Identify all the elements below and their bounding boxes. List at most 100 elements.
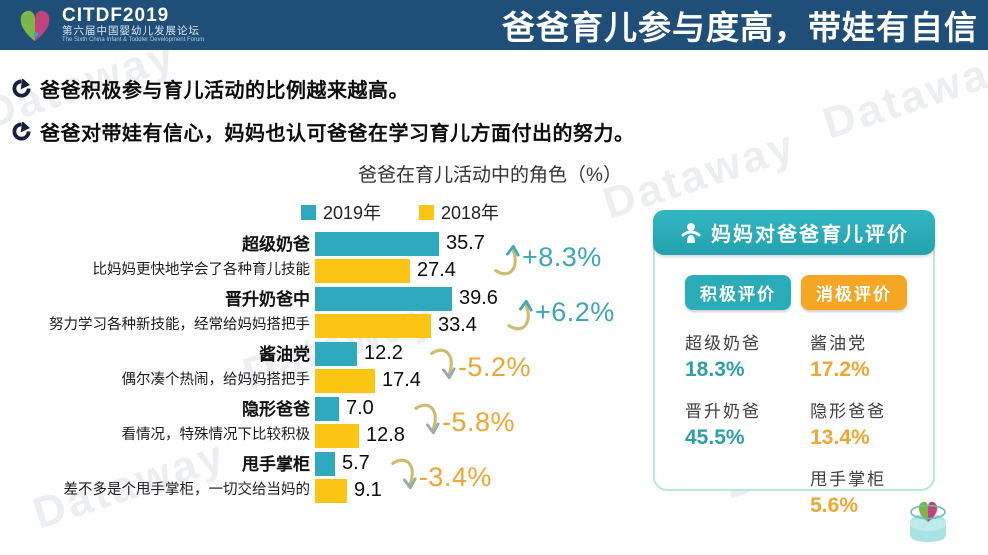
trend-arrow-icon — [494, 244, 520, 276]
eval-item-value: 5.6% — [810, 494, 858, 517]
category-note: 差不多是个甩手掌柜，一切交给当妈的 — [63, 481, 311, 498]
forum-logo: CITDF2019 第六届中国婴幼儿发展论坛 The Sixth China I… — [0, 6, 204, 44]
bar-value-2019: 39.6 — [459, 287, 498, 309]
row-bars: 5.7 9.1 — [315, 451, 382, 503]
evaluation-badges: 积极评价 消极评价 — [655, 255, 933, 310]
heart-logo-icon — [20, 10, 50, 42]
category-label: 隐形爸爸 — [242, 399, 310, 419]
chart-row: 酱油党偶尔凑个热闹，给妈妈搭把手 12.2 17.4 -5.2% — [8, 341, 653, 393]
chart-title: 爸爸在育儿活动中的角色（%） — [358, 165, 622, 186]
bar-2019 — [315, 396, 339, 421]
change-value: +6.2% — [534, 296, 615, 327]
bar-2018 — [315, 313, 431, 338]
row-labels: 甩手掌柜差不多是个甩手掌柜，一切交给当妈的 — [8, 452, 315, 503]
logo-subtitle-cn: 第六届中国婴幼儿发展论坛 — [62, 25, 200, 38]
row-bars: 12.2 17.4 — [315, 341, 421, 393]
trend-arrow-icon — [430, 348, 456, 380]
bar-value-2019: 35.7 — [446, 232, 485, 254]
bar-value-2018: 27.4 — [417, 259, 456, 281]
bullet-text: 爸爸积极参与育儿活动的比例越来越高。 — [40, 80, 409, 102]
watermark: Dataway — [817, 40, 988, 149]
bar-2018 — [315, 478, 347, 503]
change-value: -3.4% — [418, 461, 492, 492]
eval-item: 隐形爸爸 13.4% — [810, 400, 923, 451]
row-change: +8.3% — [489, 234, 602, 280]
eval-item-value: 18.3% — [685, 358, 745, 381]
legend-item: 2018年 — [419, 199, 499, 225]
chart-legend: 2019年 2018年 — [150, 199, 650, 225]
legend-swatch — [419, 204, 434, 220]
bar-2018 — [315, 258, 410, 283]
row-change: +6.2% — [502, 289, 615, 335]
logo-texts: CITDF2019 第六届中国婴幼儿发展论坛 The Sixth China I… — [62, 6, 204, 43]
baby-icon — [681, 222, 701, 243]
chart-rows: 超级奶爸比妈妈更快地学会了各种育儿技能 35.7 27.4 +8.3% 晋升奶爸中努力学… — [8, 231, 653, 506]
bar-value-2018: 9.1 — [354, 479, 382, 501]
legend-swatch — [300, 204, 316, 220]
row-labels: 酱油党偶尔凑个热闹，给妈妈搭把手 — [8, 342, 315, 393]
evaluation-panel: 妈妈对爸爸育儿评价 积极评价 消极评价 超级奶爸 18.3% 晋升奶爸 45.5% 酱… — [653, 210, 935, 517]
chart-row: 超级奶爸比妈妈更快地学会了各种育儿技能 35.7 27.4 +8.3% — [8, 231, 653, 283]
eval-item-value: 13.4% — [810, 426, 870, 449]
category-note: 比妈妈更快地学会了各种育儿技能 — [92, 261, 311, 278]
eval-item-name: 晋升奶爸 — [685, 402, 761, 421]
bullet-item: 爸爸积极参与育儿活动的比例越来越高。 — [12, 74, 635, 103]
change-value: +8.3% — [521, 241, 602, 272]
category-label: 酱油党 — [259, 344, 310, 364]
page-title: 爸爸育儿参与度高，带娃有自信 — [502, 9, 978, 46]
bar-2019 — [315, 286, 452, 311]
trend-arrow-icon — [414, 403, 440, 435]
eval-item-name: 甩手掌柜 — [810, 470, 887, 489]
legend-label: 2019年 — [322, 203, 381, 223]
legend-label: 2018年 — [441, 203, 500, 223]
category-label: 甩手掌柜 — [242, 454, 310, 474]
eval-item: 甩手掌柜 5.6% — [810, 468, 923, 519]
arrow-bullet-icon — [12, 79, 31, 98]
row-bars: 35.7 27.4 — [315, 231, 485, 283]
bar-2019 — [315, 231, 439, 256]
arrow-bullet-icon — [12, 122, 31, 141]
negative-items: 酱油党 17.2% 隐形爸爸 13.4% 甩手掌柜 5.6% — [796, 332, 923, 519]
bar-2019 — [315, 451, 335, 476]
bullet-text: 爸爸对带娃有信心，妈妈也认可爸爸在学习育儿方面付出的努力。 — [40, 123, 635, 145]
logo-subtitle-en: The Sixth China Infant & Toddler Develop… — [62, 37, 205, 44]
row-labels: 超级奶爸比妈妈更快地学会了各种育儿技能 — [8, 232, 315, 283]
eval-item-value: 17.2% — [810, 358, 870, 381]
category-label: 超级奶爸 — [242, 234, 310, 254]
change-value: -5.2% — [457, 351, 531, 382]
bullet-list: 爸爸积极参与育儿活动的比例越来越高。 爸爸对带娃有信心，妈妈也认可爸爸在学习育儿… — [12, 74, 635, 160]
eval-item: 晋升奶爸 45.5% — [685, 400, 796, 451]
bar-value-2018: 12.8 — [366, 424, 405, 446]
bar-value-2019: 7.0 — [346, 397, 374, 419]
bar-value-2019: 12.2 — [364, 342, 403, 364]
row-labels: 隐形爸爸看情况，特殊情况下比较积极 — [8, 397, 315, 448]
category-note: 努力学习各种新技能，经常给妈妈搭把手 — [49, 316, 310, 333]
bar-value-2018: 33.4 — [438, 314, 477, 336]
row-labels: 晋升奶爸中努力学习各种新技能，经常给妈妈搭把手 — [8, 287, 315, 338]
category-note: 偶尔凑个热闹，给妈妈搭把手 — [121, 371, 311, 388]
change-value: -5.8% — [441, 406, 515, 437]
row-bars: 39.6 33.4 — [315, 286, 498, 338]
category-note: 看情况，特殊情况下比较积极 — [121, 426, 311, 443]
category-label: 晋升奶爸中 — [225, 289, 310, 309]
eval-item: 酱油党 17.2% — [810, 332, 923, 383]
eval-item: 超级奶爸 18.3% — [685, 332, 796, 383]
negative-badge: 消极评价 — [801, 275, 907, 310]
positive-items: 超级奶爸 18.3% 晋升奶爸 45.5% — [685, 332, 796, 519]
header-bar: CITDF2019 第六届中国婴幼儿发展论坛 The Sixth China I… — [0, 0, 988, 50]
bar-2018 — [315, 368, 375, 393]
eval-item-name: 酱油党 — [810, 334, 868, 353]
logo-brand: CITDF2019 — [62, 5, 170, 27]
corner-logo-icon — [900, 490, 956, 549]
eval-item-name: 隐形爸爸 — [810, 402, 887, 421]
row-bars: 7.0 12.8 — [315, 396, 405, 448]
chart-row: 甩手掌柜 差不多是个甩手掌柜，一切交给当妈的 5.7 9.1 -3.4% — [8, 451, 653, 503]
eval-item-value: 45.5% — [685, 426, 745, 449]
bar-value-2019: 5.7 — [342, 452, 370, 474]
row-change: -5.2% — [425, 344, 531, 390]
row-change: -5.8% — [409, 399, 515, 445]
evaluation-columns: 超级奶爸 18.3% 晋升奶爸 45.5% 酱油党 17.2% 隐形爸爸 13.4% 甩手掌柜… — [655, 310, 933, 519]
trend-arrow-icon — [391, 458, 417, 490]
evaluation-panel-title: 妈妈对爸爸育儿评价 — [711, 224, 909, 246]
